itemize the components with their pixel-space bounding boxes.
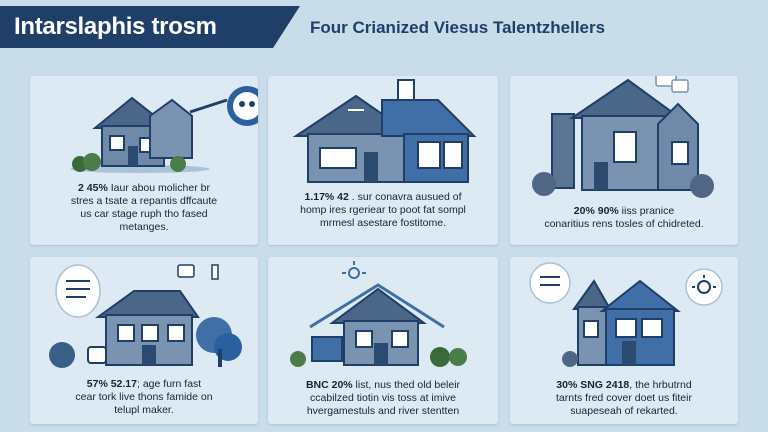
info-card-4: 57% 52.17; age furn fast cear tork live … [30, 257, 258, 424]
house-icon [292, 79, 477, 183]
bush-icon [49, 342, 107, 368]
card-1-line-2: stres a tsate a repantis dffcaute [70, 195, 218, 207]
card-5-stat: BNC 20% [305, 379, 353, 391]
house-illustration-5 [290, 261, 467, 367]
sun-icon [342, 261, 366, 279]
card-4-stat: 57% 52.17 [86, 378, 137, 390]
chat-bubble-icon [55, 264, 219, 318]
card-4-line-1: 57% 52.17; age furn fast [86, 378, 202, 390]
tree-icon [196, 317, 242, 367]
title-banner [0, 6, 300, 48]
bush-icon [290, 347, 467, 367]
house-icon [572, 279, 681, 366]
card-1-line-3: us car stage ruph tho fased [80, 208, 208, 220]
sun-icon [685, 268, 723, 306]
house-illustration-6 [529, 262, 723, 367]
card-1-stat: 2 45% [78, 182, 108, 194]
card-2-line-1: 1.17% 42 . sur conavra ausued of [304, 191, 462, 203]
page-title: Intarslaphis trosm [14, 13, 217, 40]
info-card-2: 1.17% 42 . sur conavra ausued of homp ir… [268, 76, 498, 245]
page-subtitle: Four Crianized Viesus Talentzhellers [310, 18, 606, 37]
bush-icon [72, 153, 101, 172]
card-5-line-1: BNC 20% list, nus thed old beleir [305, 379, 461, 391]
info-card-3: 20% 90% iiss pranice conaritius rens tos… [510, 76, 738, 245]
house-icon [551, 78, 699, 191]
card-2-line-3: mrmesl asestare fostitome. [319, 217, 447, 229]
info-card-5: BNC 20% list, nus thed old beleir ccabil… [268, 257, 498, 424]
card-4-line-2: cear tork live thons famide on [75, 391, 213, 403]
house-illustration-3 [532, 76, 714, 198]
bush-icon [170, 156, 186, 172]
card-2-stat: 1.17% 42 [304, 191, 349, 203]
bush-icon [562, 351, 578, 367]
card-6-line-2: tarnts fred cover doet us fiteir [556, 392, 692, 404]
card-3-line-1: 20% 90% iiss pranice [573, 205, 675, 217]
info-card-6: 30% SNG 2418, the hrbutrnd tarnts fred c… [510, 257, 738, 424]
chat-bubble-icon [655, 76, 689, 93]
house-icon [92, 96, 193, 167]
house-illustration-1 [70, 86, 258, 173]
card-5-line-3: hvergamestuls and river stentten [306, 405, 460, 417]
card-3-stat: 20% 90% [573, 205, 619, 217]
card-6-line-3: suapeseah of rekarted. [570, 405, 678, 417]
card-3-line-2: conaritius rens tosles of chidreted. [544, 218, 704, 230]
info-card-1: 2 45% Iaur abou molicher br stres a tsat… [30, 76, 258, 245]
chat-bubble-icon [529, 262, 571, 304]
card-5-line-2: ccabilzed tiotin vis toss at imive [310, 392, 456, 404]
card-2-line-2: homp ires rgeriear to poot fat sompl [300, 204, 466, 216]
chat-bubble-icon [189, 86, 258, 126]
card-6-line-1: 30% SNG 2418, the hrbutrnd [556, 379, 692, 391]
card-4-line-3: telupl maker. [114, 404, 174, 416]
card-6-stat: 30% SNG 2418 [556, 379, 630, 391]
card-1-line-1: 2 45% Iaur abou molicher br [78, 182, 210, 194]
house-illustration-2 [292, 79, 477, 183]
house-icon [94, 290, 200, 366]
card-1-line-4: metanges. [119, 221, 169, 233]
bush-icon [532, 172, 714, 198]
house-icon [309, 283, 445, 366]
house-illustration-4 [49, 264, 242, 368]
